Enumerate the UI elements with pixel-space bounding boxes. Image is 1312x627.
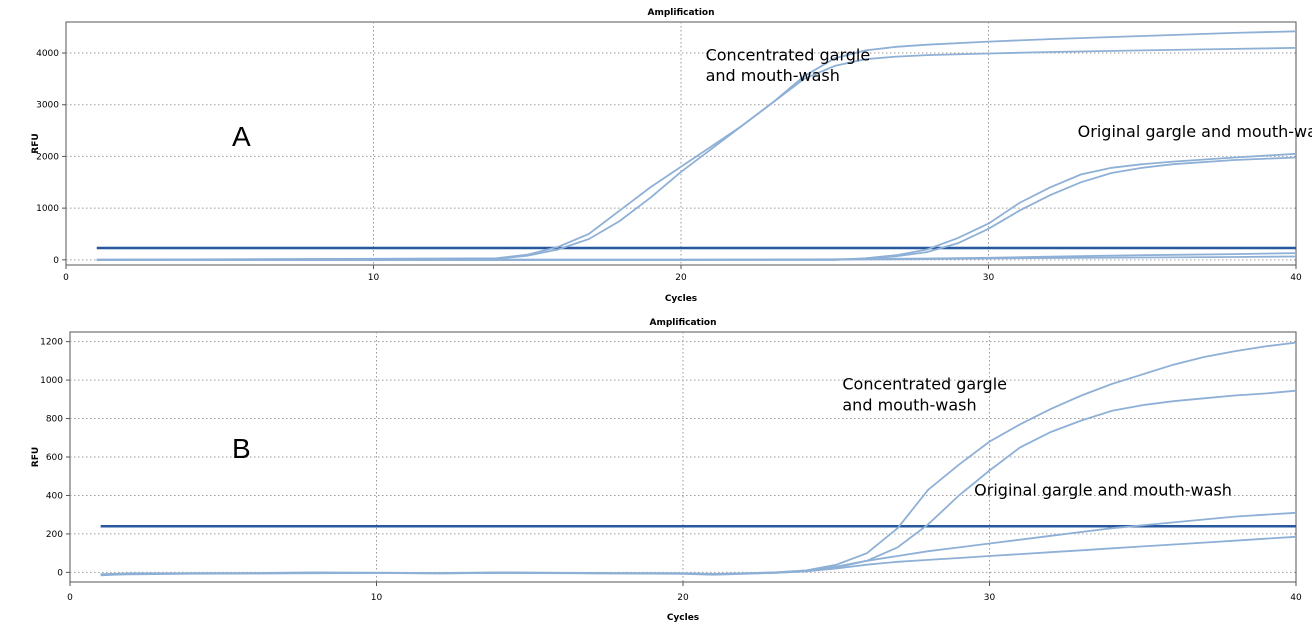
annotation-line: Original gargle and mouth-wash (1078, 122, 1312, 141)
y-tick-label: 800 (46, 415, 63, 425)
y-tick-label: 1200 (40, 338, 63, 348)
y-axis-label: RFU (31, 447, 41, 467)
x-axis-label: Cycles (665, 294, 697, 304)
amplification-curve-6 (96, 255, 1297, 261)
annotation-line: Concentrated gargle (706, 45, 871, 64)
x-tick-label: 0 (63, 273, 69, 283)
y-tick-label: 0 (57, 568, 63, 578)
y-tick-label: 1000 (36, 204, 59, 214)
panel-a: 0 10 20 30 40 0 1000 2000 3000 4000 Amplification C… (31, 8, 1312, 304)
x-tick-label: 40 (1290, 273, 1302, 283)
y-tick-label: 600 (46, 453, 63, 463)
annotation-line: Original gargle and mouth-wash (974, 480, 1232, 499)
y-tick-label: 2000 (36, 152, 59, 162)
chart-title: Amplification (649, 318, 716, 328)
y-tick-label: 200 (46, 530, 63, 540)
y-tick-label: 400 (46, 491, 63, 501)
y-tick-label: 3000 (36, 101, 59, 111)
x-tick-label: 10 (371, 593, 383, 603)
annotation-line: Concentrated gargle (842, 375, 1007, 394)
annotation-line: and mouth-wash (706, 66, 840, 85)
annotation-original: Original gargle and mouth-wash (1078, 122, 1312, 141)
x-tick-label: 30 (983, 273, 995, 283)
annotation-original: Original gargle and mouth-wash (974, 480, 1232, 499)
amplification-curve-2 (96, 47, 1297, 261)
x-tick-label: 10 (368, 273, 380, 283)
annotation-concentrated: Concentrated gargle and mouth-wash (842, 375, 1007, 415)
x-tick-label: 20 (675, 273, 687, 283)
annotation-line: and mouth-wash (842, 395, 976, 414)
amplification-curve-4 (100, 535, 1297, 576)
panel-letter: A (232, 121, 251, 152)
y-tick-label: 1000 (40, 376, 63, 386)
y-axis-label: RFU (31, 133, 41, 153)
panel-letter: B (232, 433, 251, 464)
chart-title: Amplification (647, 8, 714, 18)
panel-b: 0 10 20 30 40020040060080010001200Amplificat… (31, 318, 1302, 623)
x-tick-label: 0 (67, 593, 73, 603)
x-axis-label: Cycles (667, 613, 699, 623)
amplification-curve-4 (96, 156, 1297, 261)
annotation-concentrated: Concentrated gargle and mouth-wash (706, 45, 871, 85)
y-tick-label: 0 (53, 256, 59, 266)
x-tick-label: 30 (984, 593, 996, 603)
y-tick-label: 4000 (36, 49, 59, 59)
x-tick-label: 20 (677, 593, 689, 603)
x-tick-label: 40 (1290, 593, 1302, 603)
